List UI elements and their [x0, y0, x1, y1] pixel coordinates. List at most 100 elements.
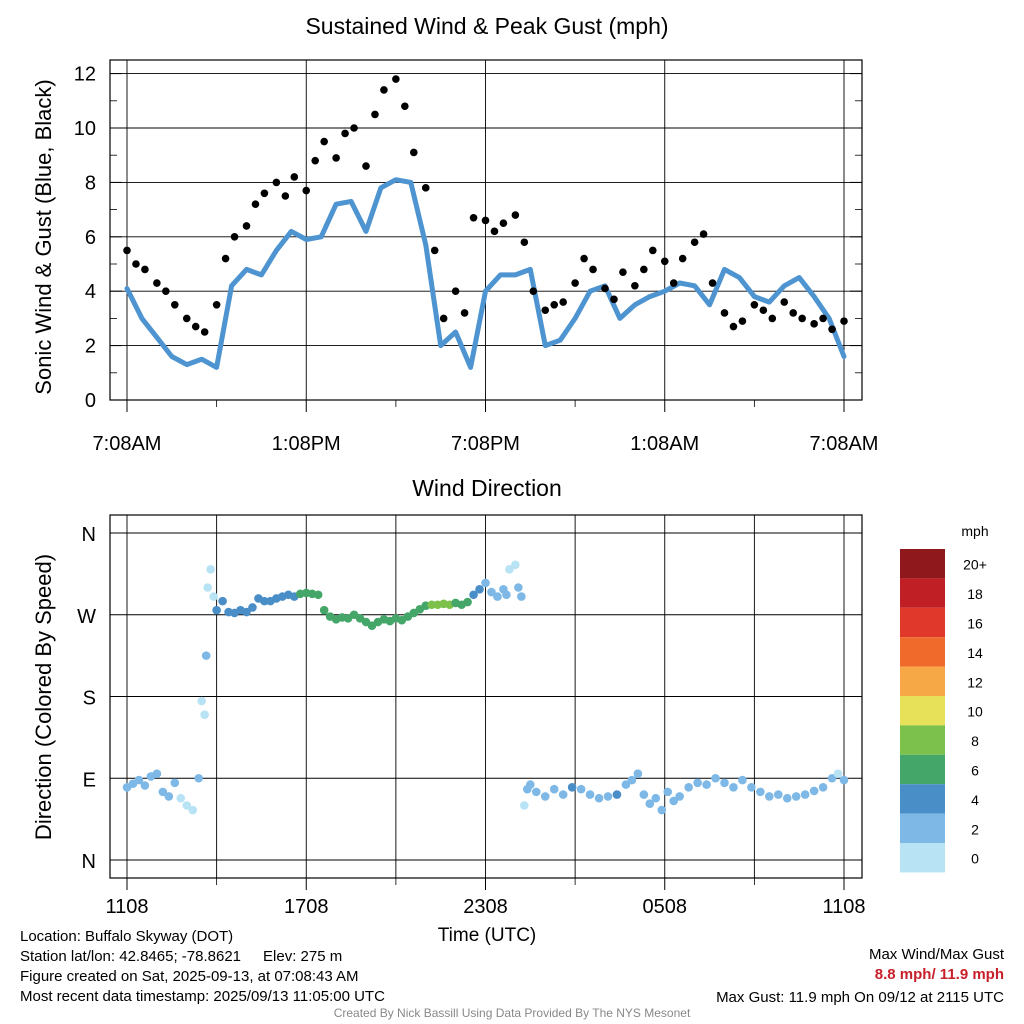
direction-point-113: [833, 769, 843, 779]
gust-point-0: [123, 246, 131, 255]
chart1-ytick-label-4: 8: [85, 172, 96, 194]
gust-point-33: [451, 287, 460, 296]
chart2-xtick-label-3: 0508: [643, 896, 688, 918]
gust-point-59: [708, 279, 717, 287]
direction-point-69: [505, 565, 514, 574]
direction-point-3: [140, 781, 150, 790]
gust-point-66: [780, 298, 789, 306]
gust-point-31: [430, 246, 439, 255]
direction-point-77: [540, 792, 550, 801]
gust-point-52: [640, 265, 648, 274]
direction-point-65: [487, 587, 496, 597]
colorbar-label-14: 14: [967, 645, 983, 661]
direction-point-112: [827, 773, 837, 783]
gust-point-24: [362, 162, 370, 170]
direction-point-90: [645, 799, 655, 808]
colorbar-bin-16: [900, 607, 945, 638]
direction-point-91: [651, 793, 661, 803]
direction-point-55: [427, 600, 437, 610]
gust-point-70: [819, 314, 827, 323]
direction-point-104: [756, 787, 765, 797]
gust-point-15: [272, 178, 281, 187]
chart1-ytick-label-5: 10: [74, 118, 96, 140]
direction-point-64: [481, 578, 490, 588]
direction-point-6: [158, 787, 168, 797]
direction-point-99: [711, 773, 720, 783]
chart1-xtick-label-2: 7:08PM: [451, 433, 520, 455]
gust-point-17: [290, 173, 299, 181]
colorbar-bins: 20+ 18 16 14 12 10 8 6 4 2 0: [900, 549, 987, 873]
gust-point-48: [601, 284, 609, 293]
gust-point-65: [768, 314, 777, 323]
direction-point-16: [203, 583, 212, 592]
gust-point-72: [840, 317, 848, 325]
gust-point-64: [759, 306, 768, 315]
gust-point-45: [571, 279, 579, 287]
chart1-xtick-label-1: 1:08PM: [272, 433, 341, 455]
station-location: Location: Buffalo Skyway (DOT): [20, 928, 234, 945]
direction-point-88: [633, 769, 643, 779]
gust-point-30: [421, 184, 430, 192]
direction-point-110: [809, 786, 819, 796]
direction-point-92: [657, 805, 667, 815]
chart1-ylabel: Sonic Wind & Gust (Blue, Black): [31, 79, 56, 394]
direction-point-81: [576, 784, 586, 794]
direction-point-11: [188, 805, 198, 815]
chart2-title: Wind Direction: [412, 475, 562, 501]
wind-speed-chart: Sustained Wind & Peak Gust (mph) 0 2 4 6 8 10…: [31, 13, 878, 455]
chart2-xtick-label-1: 1708: [284, 896, 329, 918]
gust-point-28: [401, 102, 409, 111]
direction-point-85: [612, 790, 622, 799]
direction-point-105: [765, 792, 774, 801]
colorbar-label-2: 2: [971, 821, 979, 837]
direction-point-103: [747, 783, 756, 792]
wind-direction-chart: Wind Direction N W S E N 1108 1708 2308 0508 1108…: [31, 475, 866, 946]
chart2-ticks: N W S E N 1108 1708 2308 0508 1108: [77, 524, 865, 918]
direction-point-106: [773, 790, 783, 799]
colorbar-bin-20+: [900, 549, 945, 579]
gust-point-5: [171, 301, 179, 309]
gust-point-14: [260, 189, 269, 198]
gust-point-55: [669, 279, 678, 287]
chart1-title: Sustained Wind & Peak Gust (mph): [305, 13, 668, 39]
direction-point-83: [594, 793, 604, 803]
gust-point-46: [580, 254, 588, 263]
gust-point-9: [212, 301, 221, 309]
most-recent-data: Most recent data timestamp: 2025/09/13 1…: [20, 988, 385, 1005]
chart1-series: [123, 75, 848, 370]
gust-point-2: [141, 265, 149, 274]
gust-point-56: [678, 254, 687, 263]
gust-point-38: [499, 219, 508, 227]
gust-point-26: [380, 86, 388, 94]
gust-point-11: [230, 233, 239, 241]
gust-point-63: [750, 301, 759, 309]
colorbar-label-12: 12: [967, 674, 983, 690]
direction-point-27: [260, 596, 269, 606]
gust-point-16: [281, 192, 290, 200]
direction-point-95: [675, 792, 684, 801]
direction-point-19: [212, 605, 221, 615]
direction-point-18: [209, 592, 218, 601]
colorbar-bin-8: [900, 725, 945, 755]
gust-point-35: [469, 213, 478, 222]
colorbar-bin-18: [900, 578, 945, 608]
direction-point-80: [567, 783, 577, 792]
colorbar-title: mph: [961, 523, 988, 539]
direction-point-100: [720, 778, 729, 788]
chart1-ticks: 0 2 4 6 8 10 12 7:08AM 1:08PM 7:08PM 1:08AM 7:08AM: [74, 64, 879, 455]
direction-point-7: [164, 792, 174, 801]
gust-point-67: [789, 309, 798, 317]
chart2-ytick-label-3: E: [83, 769, 96, 791]
direction-point-101: [729, 783, 738, 792]
gust-point-61: [729, 322, 738, 331]
gust-point-18: [302, 186, 311, 195]
gust-point-25: [371, 110, 379, 119]
station-info: Location: Buffalo Skyway (DOT) Station l…: [20, 927, 385, 1007]
colorbar-label-4: 4: [971, 792, 979, 808]
gust-point-44: [559, 298, 567, 306]
direction-point-66: [493, 592, 502, 601]
direction-point-17: [206, 565, 215, 574]
direction-point-2: [134, 775, 144, 785]
colorbar-bin-0: [900, 843, 945, 873]
